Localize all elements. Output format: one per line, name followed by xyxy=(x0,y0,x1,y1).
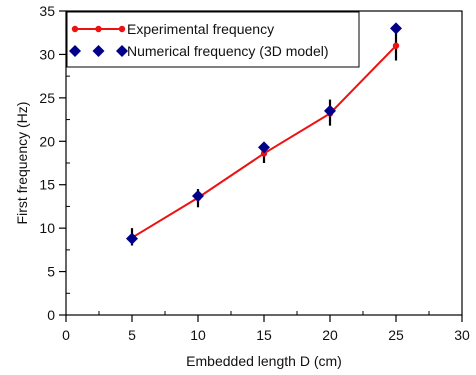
x-axis-label: Embedded length D (cm) xyxy=(186,353,342,369)
x-tick-label: 10 xyxy=(190,327,206,343)
x-tick-label: 0 xyxy=(62,327,70,343)
x-tick-label: 5 xyxy=(128,327,136,343)
experimental-point xyxy=(260,150,268,157)
y-tick-label: 35 xyxy=(39,3,55,19)
legend: Experimental frequency Numerical frequenc… xyxy=(66,11,360,68)
experimental-point xyxy=(392,42,400,49)
legend-label: Numerical frequency (3D model) xyxy=(127,43,329,59)
legend-marker-numerical xyxy=(116,45,128,57)
numerical-point xyxy=(126,232,138,245)
legend-marker-experimental xyxy=(118,25,126,33)
legend-marker-experimental xyxy=(95,25,102,33)
x-tick-labels: 0 5 10 15 20 25 30 xyxy=(62,327,470,343)
y-tick-label: 5 xyxy=(47,264,55,280)
numerical-point xyxy=(390,22,402,35)
markers xyxy=(126,22,402,245)
y-tick-labels: 0 5 10 15 20 25 30 35 xyxy=(39,3,55,323)
legend-box xyxy=(66,11,360,68)
y-axis-label: First frequency (Hz) xyxy=(14,102,30,225)
plot-frame xyxy=(65,10,463,316)
numerical-point xyxy=(324,104,336,117)
minor-ticks xyxy=(66,32,430,315)
legend-marker-numerical xyxy=(92,45,105,57)
y-tick-label: 30 xyxy=(39,46,55,62)
major-ticks xyxy=(59,10,463,322)
y-tick-label: 25 xyxy=(39,90,55,106)
legend-marker-experimental xyxy=(71,25,79,33)
y-tick-label: 0 xyxy=(47,307,55,323)
numerical-point xyxy=(258,141,270,154)
x-tick-label: 15 xyxy=(256,327,272,343)
numerical-point xyxy=(192,190,204,203)
legend-label: Experimental frequency xyxy=(127,21,274,37)
y-tick-label: 10 xyxy=(39,220,55,236)
y-tick-label: 20 xyxy=(39,133,55,149)
x-tick-label: 25 xyxy=(388,327,404,343)
x-tick-label: 20 xyxy=(322,327,338,343)
legend-marker-numerical xyxy=(69,45,81,57)
y-tick-label: 15 xyxy=(39,177,55,193)
legend-items: Experimental frequency Numerical frequenc… xyxy=(69,21,329,59)
x-tick-label: 30 xyxy=(454,327,470,343)
